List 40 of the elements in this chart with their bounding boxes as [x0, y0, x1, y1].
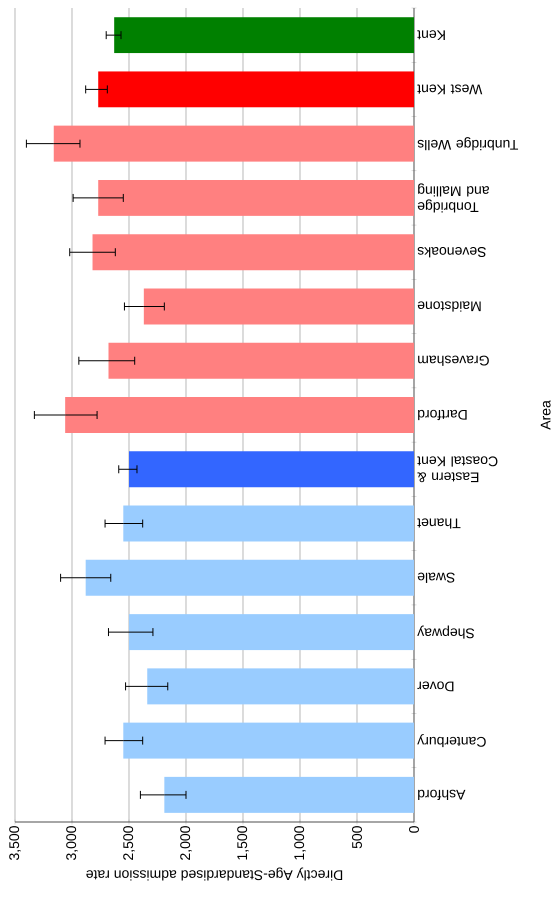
bar	[128, 451, 414, 488]
x-tick-label: 2,000	[180, 826, 192, 860]
y-tick-label: Eastern & Coastal Kent	[417, 456, 498, 482]
x-tick-label: 3,500	[9, 826, 21, 860]
y-tick-label: Thanet	[417, 518, 460, 529]
y-tick-label: Maidstone	[418, 301, 481, 312]
y-tick-label: West Kent	[417, 84, 482, 94]
bar	[123, 506, 414, 542]
y-tick-label: Dover	[417, 681, 454, 692]
y-tick-label: Tunbridge Wells	[418, 137, 518, 150]
bar	[164, 776, 414, 813]
bar	[86, 560, 414, 596]
bar	[54, 126, 414, 162]
bar	[144, 288, 414, 324]
bar	[65, 397, 414, 434]
bar	[92, 234, 414, 270]
bar	[114, 17, 414, 54]
x-tick-label: 3,000	[66, 826, 78, 860]
y-tick-label: Ashford	[418, 790, 466, 800]
bar	[123, 722, 414, 759]
y-tick-label: Canterbury	[417, 734, 486, 748]
y-tick-label: Gravesham	[418, 356, 489, 366]
y-tick-label: Kent	[417, 30, 445, 40]
x-tick-label: 500	[352, 826, 362, 848]
y-tick-label: Swale	[418, 572, 455, 583]
y-tick-label: Shepway	[417, 626, 474, 639]
x-tick-label: 0	[409, 826, 419, 833]
x-tick-label: 1,500	[237, 826, 249, 860]
bar	[98, 71, 414, 108]
bar	[147, 668, 414, 704]
bar	[108, 342, 414, 379]
y-tick-label: Sevenoaks	[418, 247, 486, 258]
bar	[128, 614, 414, 650]
y-tick-label: Tonbridge and Malling	[418, 183, 489, 212]
bar	[98, 180, 414, 216]
x-tick-label: 2,500	[123, 826, 135, 860]
y-tick-label: Dartford	[418, 410, 467, 420]
x-tick-label: 1,000	[294, 826, 306, 860]
x-axis-title: Directly Age-Standardised admission rate	[86, 867, 342, 880]
y-axis-title: Area	[540, 400, 551, 430]
